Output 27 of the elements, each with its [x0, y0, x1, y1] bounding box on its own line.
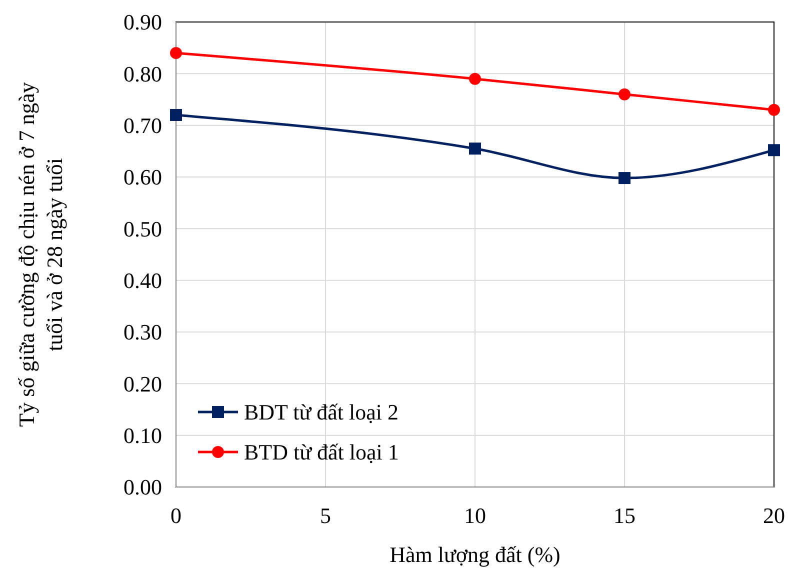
x-tick-label: 20 [763, 503, 785, 528]
y-tick-label: 0.20 [124, 371, 162, 396]
point [469, 72, 481, 85]
y-tick-label: 0.80 [124, 61, 162, 86]
y-tick-label: 0.70 [124, 113, 162, 138]
y-tick-label: 0.60 [124, 164, 162, 190]
x-tick-label: 15 [614, 503, 636, 528]
y-tick-label: 0.40 [124, 268, 162, 294]
x-tick-label: 10 [464, 503, 486, 528]
legend-label: BDT từ đất loại 2 [244, 400, 399, 425]
y-tick-label: 0.00 [124, 474, 162, 500]
y-tick-label: 0.50 [124, 216, 162, 242]
point [768, 144, 780, 156]
y-tick-label: 0.90 [124, 10, 162, 35]
x-axis-title: Hàm lượng đất (%) [390, 542, 560, 567]
point [768, 104, 780, 116]
x-tick-label: 0 [170, 503, 182, 528]
legend-label: BTD từ đất loại 1 [244, 440, 399, 465]
point [170, 109, 182, 121]
x-tick-label: 5 [320, 503, 331, 528]
y-tick-label: 0.10 [124, 423, 162, 448]
point [618, 172, 630, 184]
point [618, 88, 630, 100]
y-axis-title: Tỷ số giữa cường độ chịu nén ở 7 ngày tuổi và ở 28 ngày tuổi [14, 82, 67, 427]
y-tick-label: 0.30 [124, 320, 162, 345]
point [170, 47, 182, 59]
point [469, 142, 481, 155]
